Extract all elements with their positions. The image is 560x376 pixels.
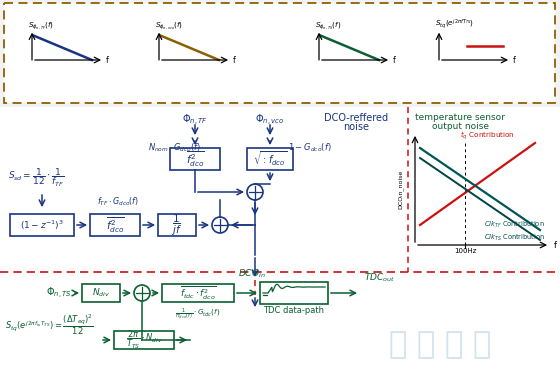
Text: $\dfrac{2\pi}{T_{TS}} \cdot N_{div}$: $\dfrac{2\pi}{T_{TS}} \cdot N_{div}$ — [125, 329, 162, 351]
Text: $\overline{f_{tdc} \cdot f_{dco}^2}$: $\overline{f_{tdc} \cdot f_{dco}^2}$ — [180, 284, 216, 302]
Text: $S_{tq}(e^{j2\pi f_{ts}T_{TS}})=\dfrac{(\Delta T_{eq})^2}{12}$: $S_{tq}(e^{j2\pi f_{ts}T_{TS}})=\dfrac{(… — [5, 312, 94, 337]
Text: $\dfrac{1}{jf}$: $\dfrac{1}{jf}$ — [171, 212, 183, 238]
Text: $1-G_{dco}(f)$: $1-G_{dco}(f)$ — [288, 141, 332, 153]
Text: $DCO_{in}$: $DCO_{in}$ — [238, 267, 266, 280]
Text: $N_{nom} \cdot G_{dco}(f)$: $N_{nom} \cdot G_{dco}(f)$ — [148, 141, 202, 153]
Text: 100Hz: 100Hz — [454, 248, 476, 254]
Text: $S_{\phi_{n,TF}}(f)$: $S_{\phi_{n,TF}}(f)$ — [28, 21, 54, 32]
Text: $S_{sd}=\dfrac{1}{12}\cdot\dfrac{1}{f_{TF}}$: $S_{sd}=\dfrac{1}{12}\cdot\dfrac{1}{f_{T… — [8, 167, 64, 189]
Text: noise: noise — [343, 122, 369, 132]
Text: DCO-reffered: DCO-reffered — [324, 113, 388, 123]
Text: $t_q$ Contribution: $t_q$ Contribution — [460, 130, 515, 142]
Text: $S_{tq}(e^{j2\pi fT_{TS}})$: $S_{tq}(e^{j2\pi fT_{TS}})$ — [435, 18, 474, 32]
Text: $S_{\phi_{n,vco}}(f)$: $S_{\phi_{n,vco}}(f)$ — [155, 21, 183, 32]
Bar — [170, 148, 220, 170]
Bar — [114, 331, 174, 349]
Text: f: f — [393, 56, 395, 65]
Text: DCOᵢn_noise: DCOᵢn_noise — [398, 169, 404, 209]
Bar — [247, 148, 293, 170]
Text: temperature sensor: temperature sensor — [415, 113, 505, 122]
Bar — [82, 284, 120, 302]
Text: $\sqrt{:f_{dco}}$: $\sqrt{:f_{dco}}$ — [253, 150, 287, 168]
Text: $f_{TF} \cdot G_{dco}(f)$: $f_{TF} \cdot G_{dco}(f)$ — [97, 196, 139, 208]
Text: f: f — [232, 56, 235, 65]
Text: $N_{div}$: $N_{div}$ — [92, 287, 110, 299]
Text: $S_{\phi_{n,TS}}(f)$: $S_{\phi_{n,TS}}(f)$ — [315, 21, 342, 32]
Text: TDC data-path: TDC data-path — [264, 306, 324, 315]
Bar — [0, 107, 560, 272]
Bar — [260, 282, 328, 304]
Text: $\overline{f_{dco}^2}$: $\overline{f_{dco}^2}$ — [185, 149, 204, 169]
Text: $\frac{1}{H_{dco}(f)} \cdot G_{tdc}(f)$: $\frac{1}{H_{dco}(f)} \cdot G_{tdc}(f)$ — [175, 306, 221, 321]
Bar — [0, 272, 560, 376]
Bar — [90, 214, 140, 236]
Text: $\overline{f_{dco}^2}$: $\overline{f_{dco}^2}$ — [105, 215, 124, 235]
FancyBboxPatch shape — [4, 3, 555, 103]
Text: $\Phi_{n,TS}$: $\Phi_{n,TS}$ — [46, 285, 72, 300]
Text: f: f — [512, 56, 515, 65]
Text: $(1-z^{-1})^3$: $(1-z^{-1})^3$ — [20, 218, 64, 232]
Text: $\Phi_{n,TF}$: $\Phi_{n,TF}$ — [182, 113, 208, 128]
Bar — [10, 214, 74, 236]
Bar — [158, 214, 196, 236]
Text: $Clk_{TS}$ Contribution: $Clk_{TS}$ Contribution — [484, 233, 545, 243]
Bar — [162, 284, 234, 302]
Text: $TDC_{out}$: $TDC_{out}$ — [364, 271, 395, 284]
Text: f: f — [106, 56, 108, 65]
Text: $\Phi_{n,vco}$: $\Phi_{n,vco}$ — [255, 113, 284, 128]
Text: output noise: output noise — [432, 122, 488, 131]
Text: 源 杰 電 子: 源 杰 電 子 — [389, 331, 491, 359]
Text: $Clk_{TF}$ Contribution: $Clk_{TF}$ Contribution — [484, 220, 545, 230]
Text: f: f — [554, 241, 557, 250]
